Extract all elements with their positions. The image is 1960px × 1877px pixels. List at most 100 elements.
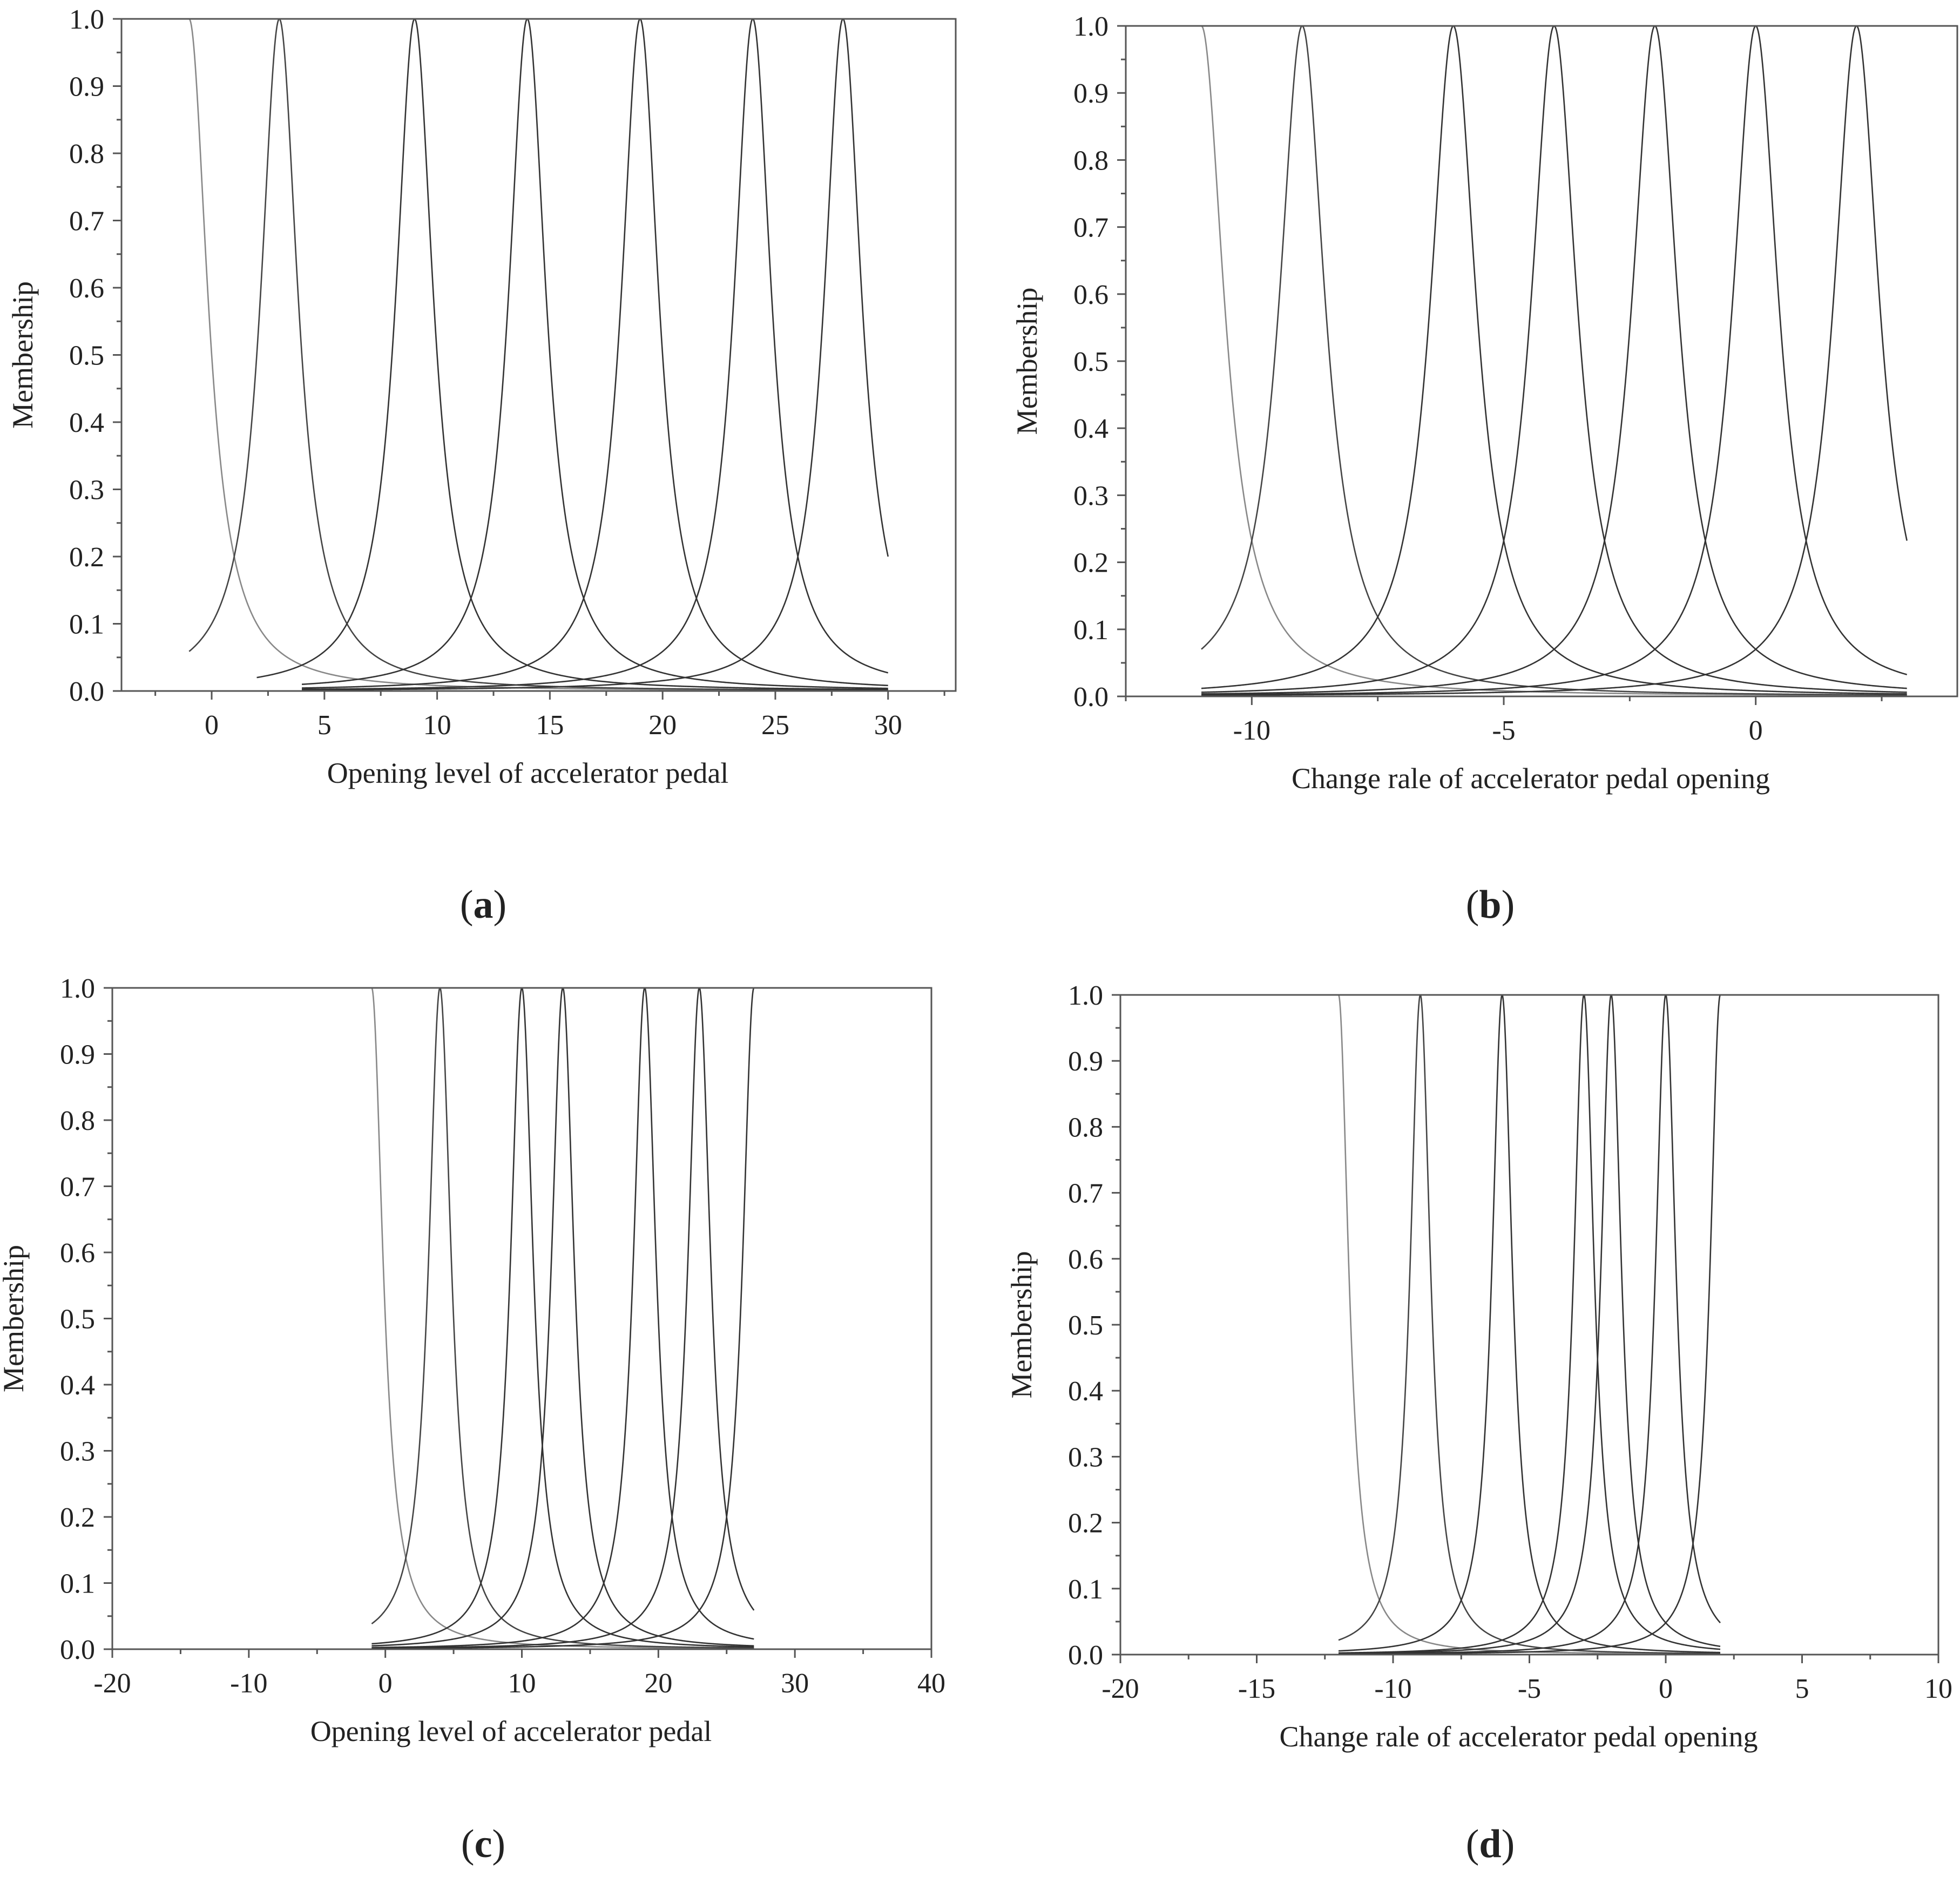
panel-c-membership-curve-7 (371, 987, 755, 1649)
panel-d-y-tick-label: 0.4 (1068, 1376, 1103, 1407)
panel-d: 0.0 0.1 0.2 0.3 0.4 0.5 0.6 0.7 0.8 0.9 1.0 -20 -15 -… (1005, 980, 1952, 1866)
panel-a-membership-curve-2 (188, 18, 888, 691)
panel-a-y-tick-label: 0.6 (69, 273, 104, 304)
panel-d-membership-curve-4 (1338, 994, 1721, 1654)
panel-c-y-tick-label: 0.2 (60, 1502, 95, 1533)
panel-c-x-tick-label: 30 (781, 1668, 809, 1699)
panel-c-y-tick-label: 0.5 (60, 1304, 95, 1335)
panel-a-y-tick-label: 0.3 (69, 475, 104, 506)
panel-b-y-tick-label: 0.6 (1073, 280, 1109, 310)
panel-b-y-tick-label: 0.8 (1073, 145, 1109, 176)
panel-c-membership-curve-4 (371, 987, 754, 1647)
panel-b-membership-curve-5 (1201, 25, 1907, 695)
panel-b-membership-curve-6 (1201, 25, 1908, 696)
panel-c-y-tick-label: 0.7 (60, 1172, 95, 1203)
panel-b-curves (1201, 25, 1908, 696)
panel-d-caption: (d) (1466, 1822, 1515, 1866)
panel-a-y-tick-label: 1.0 (69, 4, 104, 35)
panel-a-y-tick-label: 0.2 (69, 542, 104, 573)
panel-b-y-tick-label: 1.0 (1073, 11, 1109, 42)
panel-a-membership-curve-7 (301, 18, 889, 691)
panel-b-caption-letter: b (1479, 883, 1501, 927)
panel-c-membership-curve-5 (371, 987, 754, 1649)
panel-a-y-tick-label: 0.8 (69, 139, 104, 170)
panel-a-x-tick-label: 0 (205, 710, 219, 741)
panel-c-x-tick-label: -20 (93, 1668, 131, 1699)
panel-a-x-tick-label: 30 (874, 710, 902, 741)
panel-c-y-tick-label: 0.0 (60, 1635, 95, 1665)
panel-b-membership-curve-1 (1201, 25, 1907, 696)
panel-c-y-tick-label: 0.3 (60, 1436, 95, 1467)
panel-c: 0.0 0.1 0.2 0.3 0.4 0.5 0.6 0.7 0.8 0.9 1.0 -20 -10 0… (0, 973, 945, 1866)
panel-c-plot-frame (111, 987, 932, 1650)
panel-a-curves (188, 18, 889, 692)
panel-c-y-tick-label: 0.6 (60, 1238, 95, 1269)
panel-d-membership-curve-1 (1337, 994, 1721, 1655)
panel-b-x-tick-label: -5 (1492, 715, 1515, 746)
panel-d-y-tick-label: 0.1 (1068, 1574, 1103, 1605)
panel-a-membership-curve-6 (301, 18, 889, 690)
panel-a-y-axis-label: Membership (6, 281, 39, 429)
panel-b: 0.0 0.1 0.2 0.3 0.4 0.5 0.6 0.7 0.8 0.9 1.0 -10 -5 0 C… (1011, 11, 1958, 927)
panel-a-membership-curve-5 (301, 18, 888, 689)
panel-a-y-tick-label: 0.0 (69, 676, 104, 707)
panel-b-membership-curve-2 (1201, 25, 1907, 696)
panel-d-y-tick-label: 1.0 (1068, 980, 1103, 1011)
panel-d-curves (1337, 994, 1721, 1655)
panel-b-y-tick-label: 0.4 (1073, 414, 1109, 444)
panel-d-membership-curve-2 (1338, 994, 1721, 1655)
panel-d-x-tick-label: -5 (1518, 1673, 1541, 1704)
panel-d-y-tick-label: 0.8 (1068, 1112, 1103, 1143)
panel-d-x-tick-label: -15 (1238, 1673, 1275, 1704)
panel-b-y-tick-label: 0.3 (1073, 480, 1109, 511)
panel-d-x-tick-label: 10 (1924, 1673, 1952, 1704)
panel-d-x-tick-label: 0 (1659, 1673, 1673, 1704)
panel-c-membership-curve-1 (371, 987, 754, 1649)
panel-d-y-tick-label: 0.0 (1068, 1640, 1103, 1671)
panel-b-y-tick-label: 0.7 (1073, 213, 1109, 243)
panel-d-x-tick-label: -10 (1374, 1673, 1411, 1704)
panel-d-y-tick-label: 0.3 (1068, 1442, 1103, 1473)
panel-d-membership-curve-3 (1338, 994, 1721, 1654)
panel-a-y-tick-label: 0.9 (69, 72, 104, 103)
panel-a-y-tick-label: 0.1 (69, 609, 104, 640)
panel-c-membership-curve-6 (371, 987, 755, 1649)
panel-b-membership-curve-3 (1201, 25, 1907, 695)
panel-a-x-tick-label: 5 (317, 710, 332, 741)
panel-a-x-tick-label: 10 (423, 710, 451, 741)
panel-b-membership-curve-7 (1201, 25, 1908, 696)
panel-b-y-tick-label: 0.0 (1073, 682, 1109, 713)
panel-b-y-tick-label: 0.5 (1073, 347, 1109, 377)
panel-a-membership-curve-4 (301, 18, 888, 689)
panel-d-plot-frame (1119, 994, 1939, 1656)
panel-c-caption: (c) (461, 1822, 505, 1866)
panel-b-caption: (b) (1466, 883, 1515, 927)
panel-d-y-tick-label: 0.2 (1068, 1508, 1103, 1539)
panel-c-x-tick-label: 0 (379, 1668, 393, 1699)
panel-c-y-tick-label: 0.1 (60, 1569, 95, 1600)
panel-a-membership-curve-1 (188, 18, 888, 692)
panel-c-curves (371, 987, 755, 1649)
panel-c-x-tick-label: 10 (508, 1668, 536, 1699)
panel-a-y-tick-label: 0.5 (69, 341, 104, 371)
panel-d-membership-curve-5 (1338, 994, 1721, 1654)
panel-b-x-tick-label: 0 (1749, 715, 1763, 746)
panel-d-membership-curve-6 (1338, 994, 1721, 1655)
panel-d-caption-letter: d (1479, 1822, 1501, 1866)
panel-b-y-tick-label: 0.1 (1073, 615, 1109, 646)
panel-d-membership-curve-7 (1338, 994, 1721, 1655)
panel-a-x-tick-label: 20 (648, 710, 677, 741)
panel-c-y-tick-label: 0.8 (60, 1106, 95, 1136)
panel-c-x-tick-label: 20 (644, 1668, 672, 1699)
panel-c-x-axis-label: Opening level of accelerator pedal (310, 1715, 712, 1747)
panel-d-y-axis-label: Membership (1005, 1251, 1038, 1399)
panel-a-x-tick-label: 15 (536, 710, 564, 741)
panel-d-y-tick-label: 0.5 (1068, 1310, 1103, 1341)
panel-b-y-tick-label: 0.9 (1073, 78, 1109, 109)
panel-d-x-tick-label: -20 (1101, 1673, 1139, 1704)
panel-b-x-axis-label: Change rale of accelerator pedal opening (1292, 762, 1770, 795)
panel-d-x-tick-label: 5 (1795, 1673, 1809, 1704)
panel-a-x-axis-label: Opening level of accelerator pedal (327, 757, 729, 789)
panel-a: 0.0 0.1 0.2 0.3 0.4 0.5 0.6 0.7 0.8 0.9 1.0 0 5 10 15 2… (6, 4, 957, 927)
